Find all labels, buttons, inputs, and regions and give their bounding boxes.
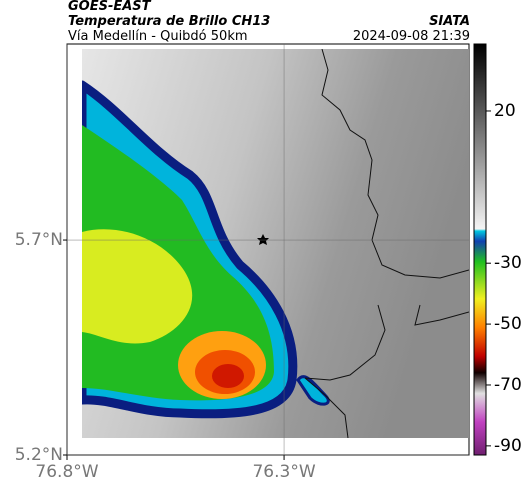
colorbar-tick-label: -30 xyxy=(494,253,522,273)
source: SIATA xyxy=(429,14,470,29)
x-tick-label: 76.3°W xyxy=(252,462,315,482)
brightness-image xyxy=(82,49,469,438)
product: Temperatura de Brillo CH13 xyxy=(68,14,270,29)
route: Vía Medellín - Quibdó 50km xyxy=(68,29,248,44)
colorbar-tick-label: -50 xyxy=(494,314,522,334)
satellite: GOES-EAST xyxy=(68,0,152,14)
colorbar-tick-label: -90 xyxy=(494,436,522,456)
y-tick-label: 5.2°N xyxy=(15,445,63,465)
colorbar-tick-label: 20 xyxy=(494,101,516,121)
y-tick-label: 5.7°N xyxy=(15,230,63,250)
timestamp: 2024-09-08 21:39 xyxy=(353,29,470,44)
colorbar xyxy=(473,43,487,456)
x-tick-label: 76.8°W xyxy=(35,462,98,482)
colorbar-tick-label: -70 xyxy=(494,375,522,395)
